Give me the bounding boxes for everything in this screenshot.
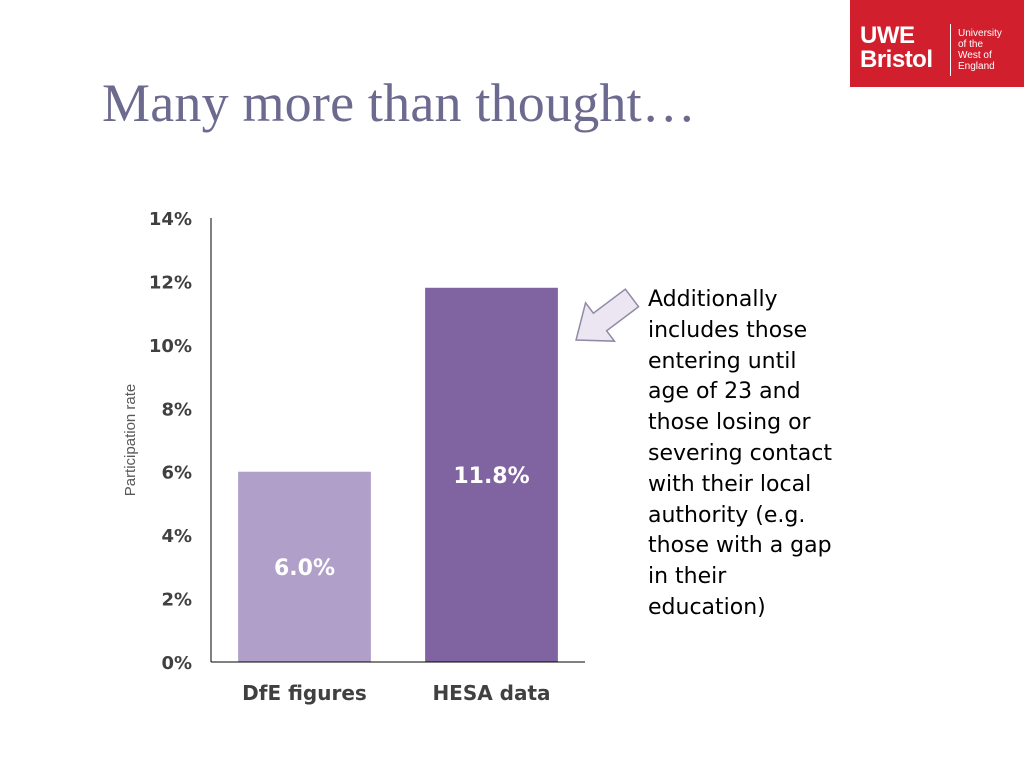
logo-wordmark: UWE Bristol — [860, 24, 933, 72]
slide-title: Many more than thought… — [102, 73, 697, 133]
logo-line: of the — [958, 39, 984, 50]
y-tick-label: 6% — [161, 463, 192, 484]
logo-wordmark-top: UWE — [860, 22, 915, 49]
callout-note: Additionally includes those entering unt… — [648, 287, 832, 620]
logo-line: University — [958, 28, 1002, 39]
logo-wordmark-bottom: Bristol — [860, 46, 933, 73]
uwe-bristol-logo: UWE Bristol University of the West of En… — [850, 0, 1024, 87]
y-tick-label: 4% — [161, 526, 192, 547]
y-axis-title: Participation rate — [122, 384, 139, 497]
logo-university-name: University of the West of England — [958, 28, 1002, 72]
x-category-label: DfE figures — [242, 681, 367, 705]
logo-line: West of — [958, 50, 992, 61]
y-tick-label: 10% — [149, 336, 192, 357]
arrow-shape — [575, 288, 640, 342]
y-tick-label: 14% — [149, 209, 192, 230]
y-tick-label: 8% — [161, 399, 192, 420]
bar-data-label: 11.8% — [453, 464, 529, 489]
logo-divider — [950, 24, 951, 76]
bar-dfe-figures — [238, 471, 371, 662]
arrow-pointing-left-icon — [575, 288, 640, 342]
y-tick-label: 0% — [161, 653, 192, 674]
y-tick-label: 12% — [149, 272, 192, 293]
bar-hesa-data — [425, 287, 558, 662]
y-tick-label: 2% — [161, 590, 192, 611]
bar-data-label: 6.0% — [274, 556, 335, 581]
logo-line: England — [958, 61, 995, 72]
x-category-label: HESA data — [432, 681, 550, 705]
